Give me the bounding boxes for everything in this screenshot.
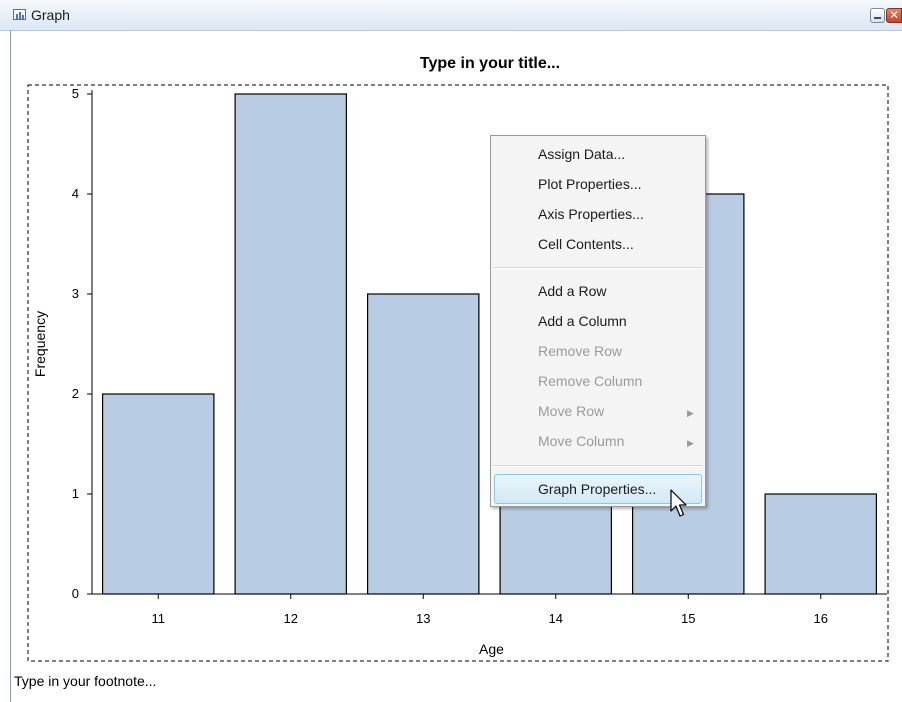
y-tick-label: 5 <box>72 86 79 101</box>
x-tick-label: 13 <box>416 611 430 626</box>
submenu-arrow-icon: ▶ <box>687 438 694 448</box>
menu-item-assign-data[interactable]: Assign Data... <box>538 146 626 162</box>
menu-item-move-column: Move Column <box>538 433 625 449</box>
x-tick-label: 12 <box>284 611 298 626</box>
title-bar: Graph ✕ <box>0 0 902 31</box>
y-axis-label: Frequency <box>32 311 48 377</box>
menu-item-remove-column: Remove Column <box>538 373 643 389</box>
graph-footnote[interactable]: Type in your footnote... <box>14 673 157 689</box>
mouse-cursor-icon <box>670 489 687 517</box>
menu-item-cell-contents[interactable]: Cell Contents... <box>538 236 634 252</box>
menu-separator <box>493 465 703 467</box>
bar-age-11 <box>101 393 215 595</box>
x-tick-label: 14 <box>549 611 563 626</box>
submenu-arrow-icon: ▶ <box>687 408 694 418</box>
y-tick-label: 0 <box>72 586 79 601</box>
graph-title[interactable]: Type in your title... <box>419 55 561 72</box>
menu-item-move-row: Move Row <box>538 403 605 419</box>
graph-window-icon <box>13 9 26 20</box>
x-tick-label: 15 <box>681 611 695 626</box>
menu-item-add-row[interactable]: Add a Row <box>538 283 607 299</box>
menu-item-axis-properties[interactable]: Axis Properties... <box>538 206 644 222</box>
y-tick-label: 4 <box>72 186 79 201</box>
x-axis-label: Age <box>479 641 504 657</box>
window-left-border <box>10 30 11 702</box>
window-title: Graph <box>31 7 70 23</box>
menu-item-add-column[interactable]: Add a Column <box>538 313 627 329</box>
graph-selection-frame <box>27 84 889 662</box>
menu-item-plot-properties[interactable]: Plot Properties... <box>538 176 642 192</box>
menu-item-highlight <box>494 474 702 504</box>
bar-age-12 <box>234 93 348 595</box>
bar-age-13 <box>367 293 480 595</box>
close-button[interactable]: ✕ <box>886 8 902 23</box>
x-tick-label: 11 <box>152 611 166 626</box>
y-tick-label: 2 <box>72 386 79 401</box>
bar-age-16 <box>764 493 877 595</box>
y-tick-label: 1 <box>72 486 79 501</box>
y-tick-label: 3 <box>72 286 79 301</box>
menu-separator <box>493 267 703 269</box>
menu-item-graph-properties[interactable]: Graph Properties... <box>538 481 657 497</box>
minimize-button[interactable] <box>870 8 885 23</box>
x-tick-label: 16 <box>814 611 828 626</box>
context-menu: Assign Data... Plot Properties... Axis P… <box>490 135 706 507</box>
menu-item-remove-row: Remove Row <box>538 343 623 359</box>
close-icon: ✕ <box>889 8 900 22</box>
